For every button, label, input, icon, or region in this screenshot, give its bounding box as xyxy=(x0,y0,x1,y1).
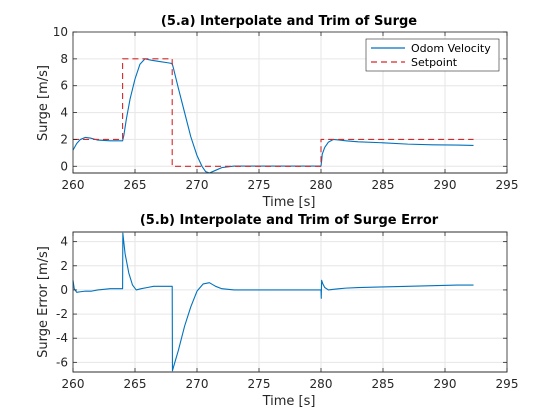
x-tick-label: 290 xyxy=(434,178,457,192)
y-tick-label: 4 xyxy=(60,106,68,120)
legend-box xyxy=(365,38,500,72)
series-lines xyxy=(72,232,474,372)
series-line-odom-velocity xyxy=(72,58,474,174)
chart-surge: (5.a) Interpolate and Trim of Surge 260 2… xyxy=(36,14,518,210)
ticks: 260 265 270 275 280 285 290 295 -6 -4 -2 0 2 4 xyxy=(56,232,518,391)
y-tick-label: 0 xyxy=(60,283,68,297)
y-tick-label: 10 xyxy=(53,25,68,39)
x-tick-label: 260 xyxy=(62,178,85,192)
chart-title: (5.b) Interpolate and Trim of Surge Erro… xyxy=(140,213,439,228)
ticks: 260 265 270 275 280 285 290 295 0 2 4 6 8 10 xyxy=(53,25,519,192)
x-tick-label: 275 xyxy=(248,178,271,192)
x-axis-label: Time [s] xyxy=(262,195,316,210)
axes-frame xyxy=(72,31,508,174)
x-axis-label: Time [s] xyxy=(262,394,316,409)
x-tick-label: 280 xyxy=(310,377,333,391)
series-line-surge-error xyxy=(72,232,474,372)
x-tick-label: 285 xyxy=(372,178,395,192)
y-tick-label: -4 xyxy=(56,331,68,345)
legend-label-setpoint: Setpoint xyxy=(411,56,458,69)
y-tick-label: 0 xyxy=(60,159,68,173)
legend-label-odom: Odom Velocity xyxy=(411,42,491,55)
plot-area xyxy=(72,231,508,373)
x-tick-label: 270 xyxy=(186,377,209,391)
chart-surge-error: (5.b) Interpolate and Trim of Surge Erro… xyxy=(36,213,518,409)
y-tick-label: 8 xyxy=(60,52,68,66)
y-tick-label: -2 xyxy=(56,307,68,321)
x-tick-label: 295 xyxy=(496,377,519,391)
x-tick-label: 290 xyxy=(434,377,457,391)
x-tick-label: 270 xyxy=(186,178,209,192)
y-axis-label: Surge Error [m/s] xyxy=(36,246,51,358)
x-tick-label: 295 xyxy=(496,178,519,192)
x-tick-label: 275 xyxy=(248,377,271,391)
y-tick-label: 6 xyxy=(60,79,68,93)
y-axis-label: Surge [m/s] xyxy=(36,65,51,141)
legend: Odom Velocity Setpoint xyxy=(365,38,500,72)
axes-frame xyxy=(72,231,508,373)
x-tick-label: 265 xyxy=(124,377,147,391)
chart-title: (5.a) Interpolate and Trim of Surge xyxy=(161,14,417,29)
x-tick-label: 285 xyxy=(372,377,395,391)
y-tick-label: 2 xyxy=(60,132,68,146)
y-tick-label: 4 xyxy=(60,235,68,249)
y-tick-label: -6 xyxy=(56,355,68,369)
x-tick-label: 280 xyxy=(310,178,333,192)
x-tick-label: 260 xyxy=(62,377,85,391)
y-tick-label: 2 xyxy=(60,259,68,273)
series-lines xyxy=(72,58,474,174)
x-tick-label: 265 xyxy=(124,178,147,192)
series-line-setpoint xyxy=(73,58,474,167)
